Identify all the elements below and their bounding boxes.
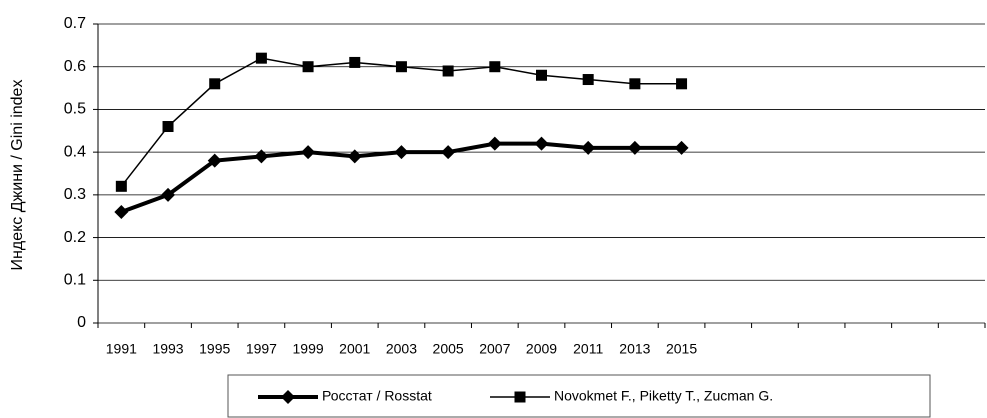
marker [347, 149, 362, 164]
x-tick-label: 1991 [106, 341, 137, 357]
y-tick-label: 0.3 [64, 186, 86, 203]
x-tick-label: 2001 [339, 341, 370, 357]
x-tick-label: 2007 [479, 341, 510, 357]
x-tick-label: 2003 [386, 341, 417, 357]
y-tick-label: 0.1 [64, 272, 86, 289]
marker [534, 136, 549, 151]
x-tick-label: 2011 [573, 341, 603, 357]
marker [302, 61, 314, 73]
x-tick-label: 1995 [199, 341, 230, 357]
marker [441, 145, 456, 160]
marker [349, 56, 361, 68]
y-axis-label: Индекс Джини / Gini index [9, 80, 26, 271]
marker [627, 140, 642, 155]
y-tick-label: 0.7 [64, 15, 86, 32]
marker [162, 121, 174, 133]
legend-marker [281, 390, 295, 404]
marker [207, 153, 222, 168]
legend-box [227, 374, 931, 418]
x-tick-label: 2005 [433, 341, 464, 357]
x-tick-label: 2013 [619, 341, 650, 357]
marker [674, 140, 689, 155]
legend-label: Novokmet F., Piketty T., Zucman G. [554, 388, 773, 404]
marker [395, 61, 407, 73]
x-tick-label: 2015 [666, 341, 697, 357]
marker [114, 204, 129, 219]
marker [301, 145, 316, 160]
marker [581, 140, 596, 155]
marker [394, 145, 409, 160]
y-tick-label: 0.2 [64, 229, 86, 246]
marker [255, 52, 267, 64]
marker [489, 61, 501, 73]
x-tick-label: 1999 [293, 341, 324, 357]
marker [582, 74, 594, 86]
x-tick-label: 2009 [526, 341, 557, 357]
marker [629, 78, 641, 90]
legend-marker [514, 391, 526, 403]
y-tick-label: 0.5 [64, 101, 86, 118]
legend-label: Росстат / Rosstat [322, 388, 432, 404]
x-tick-label: 1993 [152, 341, 183, 357]
marker [254, 149, 269, 164]
marker [442, 65, 454, 77]
marker [676, 78, 688, 90]
marker [161, 187, 176, 202]
y-tick-label: 0.4 [64, 143, 86, 160]
y-tick-label: 0.6 [64, 58, 86, 75]
marker [487, 136, 502, 151]
marker [115, 180, 127, 192]
y-tick-label: 0 [77, 314, 86, 331]
marker [536, 69, 547, 81]
marker [209, 78, 221, 90]
x-tick-label: 1997 [246, 341, 277, 357]
